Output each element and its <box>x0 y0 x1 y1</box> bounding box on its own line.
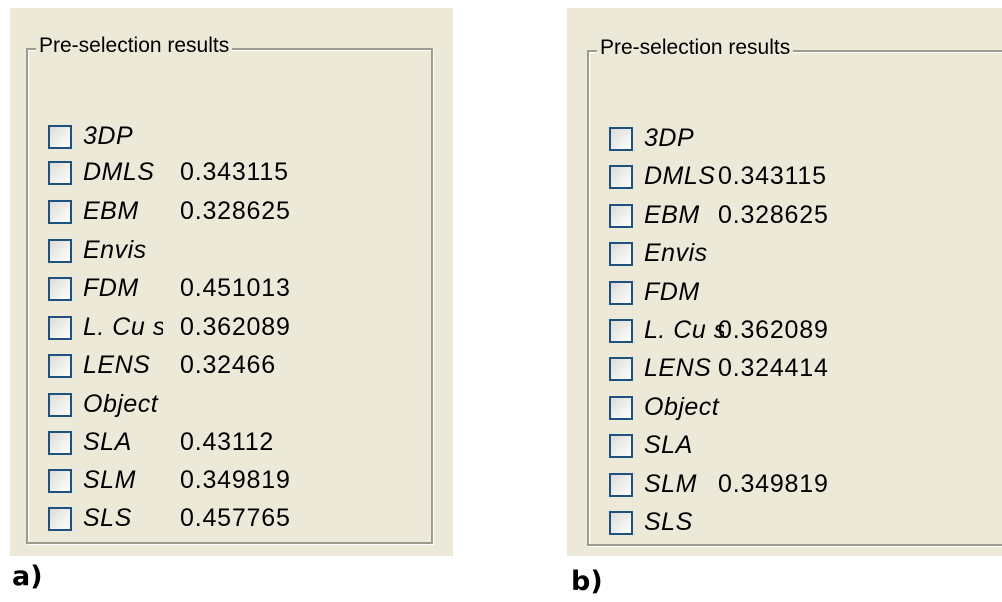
result-row: SLA 0.43112 <box>28 428 408 464</box>
process-score: 0.32466 <box>180 351 276 379</box>
process-name: LENS <box>644 354 712 382</box>
result-checkbox[interactable] <box>609 434 633 458</box>
result-row: L. Cu s 0.362089 <box>589 316 969 352</box>
groupbox-title: Pre-selection results <box>597 36 794 60</box>
process-name: Object <box>83 390 159 418</box>
process-score: 0.457765 <box>180 504 291 532</box>
result-checkbox[interactable] <box>48 354 72 378</box>
process-name: LENS <box>83 351 151 379</box>
result-checkbox[interactable] <box>48 469 72 493</box>
result-checkbox[interactable] <box>609 127 633 151</box>
result-row: EBM 0.328625 <box>589 201 969 237</box>
process-score: 0.343115 <box>180 158 289 186</box>
process-score: 0.349819 <box>718 470 829 498</box>
process-name: 3DP <box>83 122 134 150</box>
result-row: EBM 0.328625 <box>28 197 408 233</box>
result-row: LENS 0.324414 <box>589 354 969 390</box>
result-checkbox[interactable] <box>609 165 633 189</box>
result-checkbox[interactable] <box>609 511 633 535</box>
result-row: Envis <box>589 239 969 275</box>
process-name: SLS <box>83 504 132 532</box>
pre-selection-groupbox: Pre-selection results 3DP DMLS 0.343115 … <box>587 36 1002 546</box>
result-row: SLM 0.349819 <box>589 470 969 506</box>
result-row: SLM 0.349819 <box>28 466 408 502</box>
result-row: FDM <box>589 278 969 314</box>
result-checkbox[interactable] <box>48 277 72 301</box>
result-checkbox[interactable] <box>48 393 72 417</box>
result-checkbox[interactable] <box>48 316 72 340</box>
process-name: EBM <box>644 201 700 229</box>
result-checkbox[interactable] <box>609 281 633 305</box>
process-name: SLM <box>644 470 697 498</box>
result-row: DMLS 0.343115 <box>28 158 408 194</box>
process-name: DMLS <box>83 158 155 186</box>
result-checkbox[interactable] <box>48 161 72 185</box>
result-row: SLS 0.457765 <box>28 504 408 540</box>
result-row: 3DP <box>589 124 969 160</box>
process-name: SLS <box>644 508 693 536</box>
process-name: FDM <box>644 278 700 306</box>
process-name: SLA <box>644 431 693 459</box>
process-name: SLM <box>83 466 136 494</box>
process-name: 3DP <box>644 124 695 152</box>
process-score: 0.362089 <box>718 316 829 344</box>
process-name: EBM <box>83 197 139 225</box>
result-checkbox[interactable] <box>609 473 633 497</box>
result-checkbox[interactable] <box>609 396 633 420</box>
result-checkbox[interactable] <box>48 431 72 455</box>
process-score: 0.362089 <box>180 313 291 341</box>
groupbox-title: Pre-selection results <box>36 34 233 58</box>
process-score: 0.328625 <box>180 197 291 225</box>
process-name: Object <box>644 393 720 421</box>
process-score: 0.324414 <box>718 354 829 382</box>
process-name: Envis <box>83 236 147 264</box>
result-row: 3DP <box>28 122 408 158</box>
process-name: L. Cu s <box>83 313 163 341</box>
process-name: Envis <box>644 239 708 267</box>
process-score: 0.328625 <box>718 201 829 229</box>
process-name: FDM <box>83 274 139 302</box>
result-checkbox[interactable] <box>48 200 72 224</box>
result-row: Object <box>28 390 408 426</box>
result-row: SLS <box>589 508 969 544</box>
result-row: FDM 0.451013 <box>28 274 408 310</box>
pre-selection-groupbox: Pre-selection results 3DP DMLS 0.343115 … <box>26 34 433 544</box>
process-score: 0.43112 <box>180 428 275 456</box>
result-checkbox[interactable] <box>48 507 72 531</box>
process-score: 0.349819 <box>180 466 291 494</box>
process-score: 0.343115 <box>718 162 827 190</box>
result-row: DMLS 0.343115 <box>589 162 969 198</box>
result-checkbox[interactable] <box>609 357 633 381</box>
result-checkbox[interactable] <box>609 204 633 228</box>
panel-b-caption: b) <box>571 566 603 597</box>
process-score: 0.451013 <box>180 274 291 302</box>
result-row: Envis <box>28 236 408 272</box>
result-row: L. Cu s 0.362089 <box>28 313 408 349</box>
result-row: SLA <box>589 431 969 467</box>
process-name: SLA <box>83 428 132 456</box>
panel-a: Pre-selection results 3DP DMLS 0.343115 … <box>10 8 453 556</box>
panel-a-caption: a) <box>12 561 43 592</box>
result-row: Object <box>589 393 969 429</box>
process-name: L. Cu s <box>644 316 724 344</box>
result-row: LENS 0.32466 <box>28 351 408 387</box>
result-checkbox[interactable] <box>48 239 72 263</box>
process-name: DMLS <box>644 162 716 190</box>
panel-b: Pre-selection results 3DP DMLS 0.343115 … <box>567 8 1002 556</box>
result-checkbox[interactable] <box>609 242 633 266</box>
result-checkbox[interactable] <box>48 125 72 149</box>
result-checkbox[interactable] <box>609 319 633 343</box>
